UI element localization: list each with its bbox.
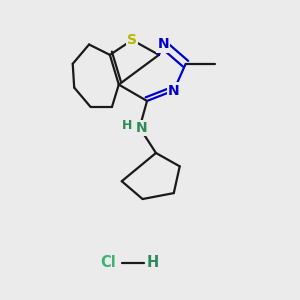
Text: S: S xyxy=(127,33,137,47)
Text: N: N xyxy=(158,38,169,52)
Text: Cl: Cl xyxy=(100,255,116,270)
Text: N: N xyxy=(168,84,180,98)
Text: H: H xyxy=(122,119,132,132)
Text: H: H xyxy=(147,255,159,270)
Text: N: N xyxy=(135,121,147,135)
